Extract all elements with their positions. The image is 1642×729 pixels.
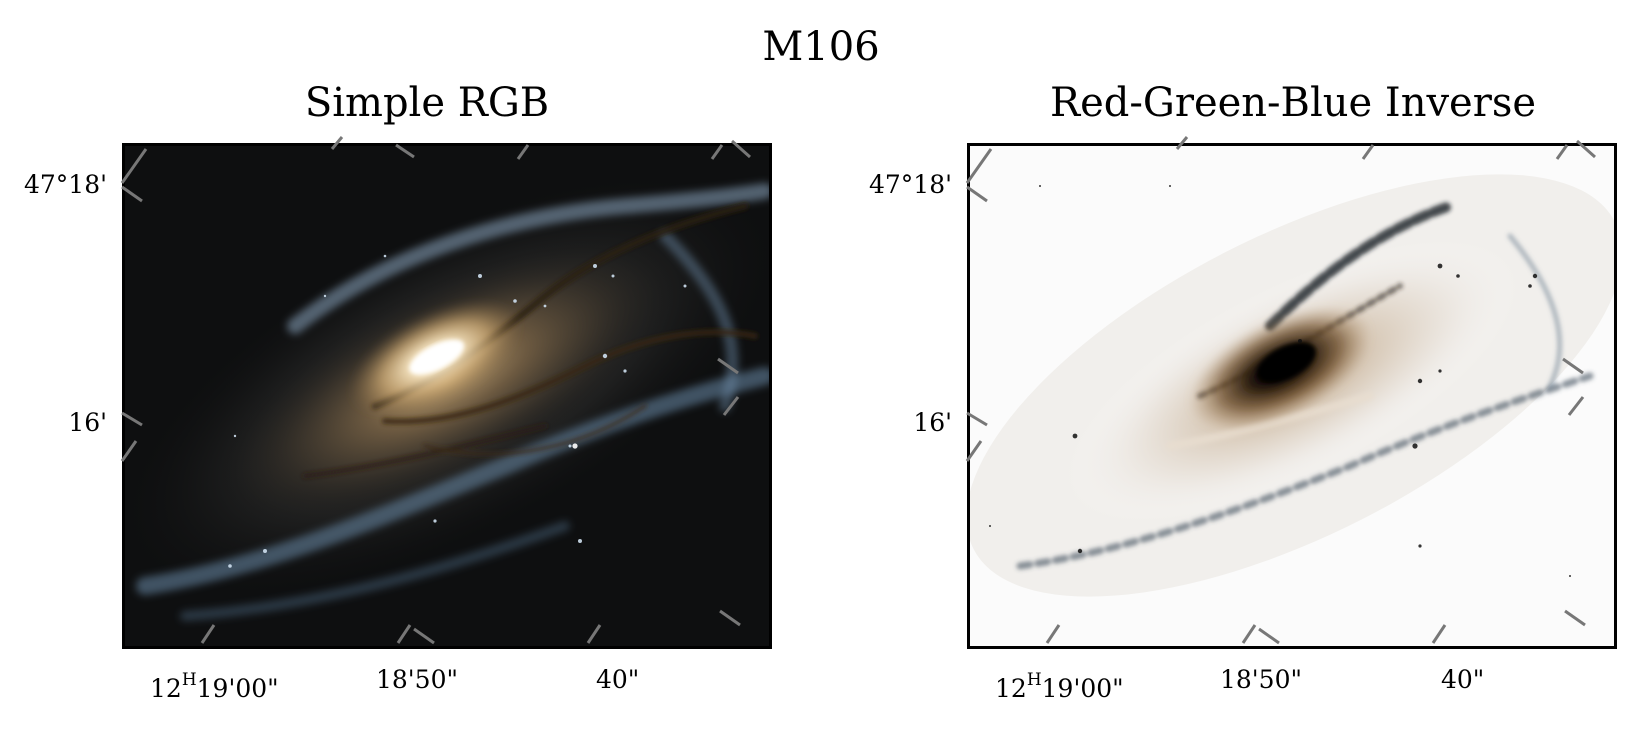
y-tick-label-right-1: 47°18' [869, 170, 952, 199]
x-tick-label-left-2: 18'50" [376, 665, 458, 694]
figure-title: M106 [762, 24, 880, 70]
x-tick-label-left-3: 40" [596, 665, 640, 694]
y-tick-label-right-2: 16' [913, 408, 952, 437]
x-tick-label-left-1: 12H19'00" [150, 670, 279, 703]
x-tick-label-right-2: 18'50" [1220, 665, 1302, 694]
y-tick-label-left-1: 47°18' [24, 170, 107, 199]
x-tick-label-right-1: 12H19'00" [995, 670, 1124, 703]
y-tick-label-left-2: 16' [68, 408, 107, 437]
panel-title-left: Simple RGB [304, 80, 550, 126]
x-tick-label-right-3: 40" [1441, 665, 1485, 694]
panel-title-right: Red-Green-Blue Inverse [1049, 80, 1537, 126]
galaxy-color-image [122, 143, 772, 649]
galaxy-inverted-color-image [967, 143, 1617, 649]
